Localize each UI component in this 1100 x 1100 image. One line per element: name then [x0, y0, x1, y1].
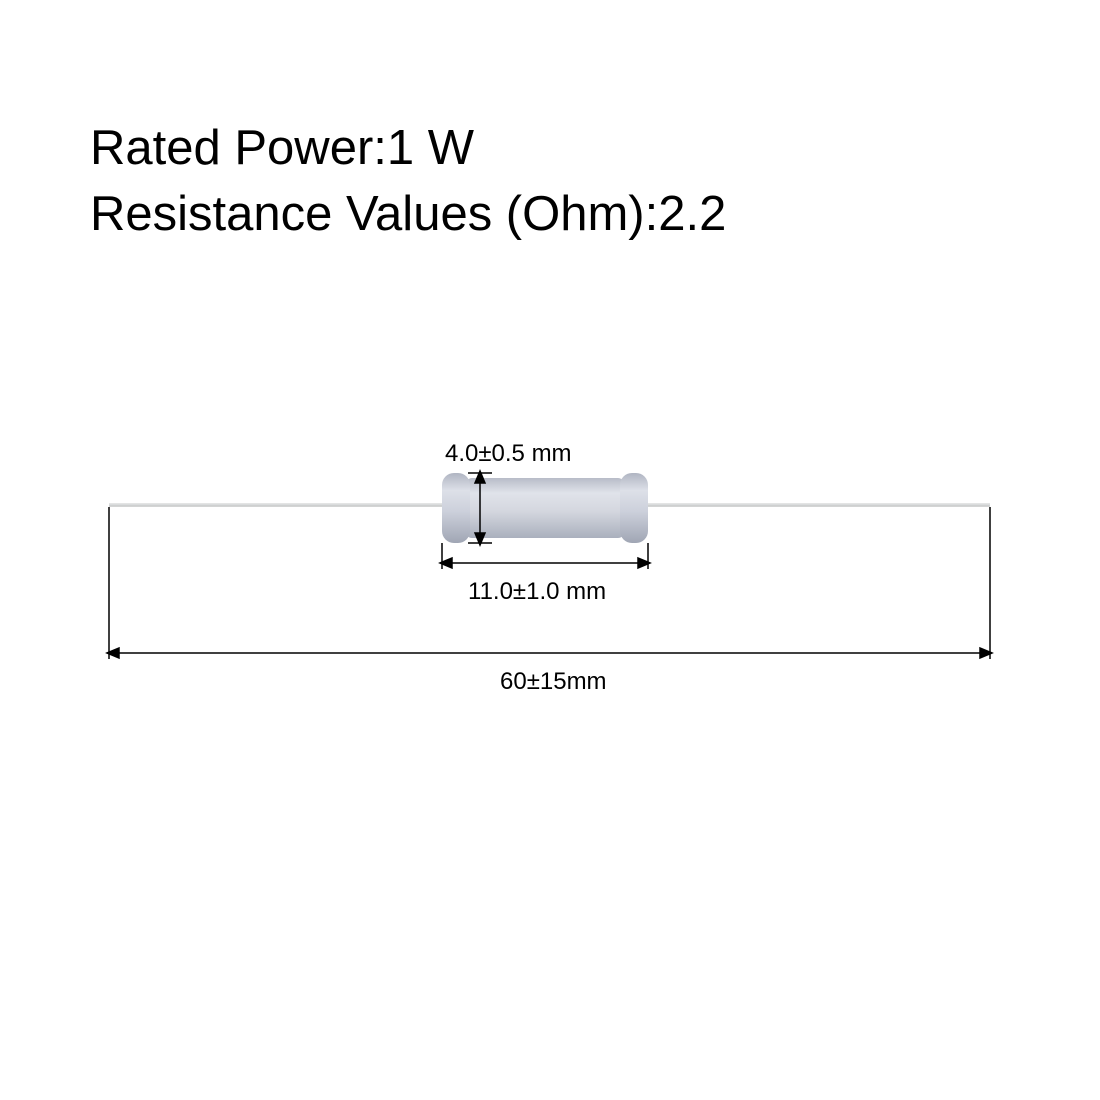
- resistor-diagram: 4.0±0.5 mm 11.0±1.0 mm 60±15mm: [0, 440, 1100, 760]
- resistor-cap-left: [442, 473, 470, 543]
- dim-body-length: [440, 543, 650, 569]
- resistance-value-text: Resistance Values (Ohm):2.2: [90, 181, 726, 247]
- label-body-length: 11.0±1.0 mm: [468, 578, 606, 606]
- lead-right: [648, 504, 990, 507]
- lead-left: [109, 504, 442, 507]
- resistor-body: [466, 478, 624, 538]
- header-block: Rated Power:1 W Resistance Values (Ohm):…: [90, 115, 726, 247]
- label-diameter: 4.0±0.5 mm: [445, 440, 572, 468]
- label-total-length: 60±15mm: [500, 668, 607, 696]
- resistor-cap-right: [620, 473, 648, 543]
- rated-power-text: Rated Power:1 W: [90, 115, 726, 181]
